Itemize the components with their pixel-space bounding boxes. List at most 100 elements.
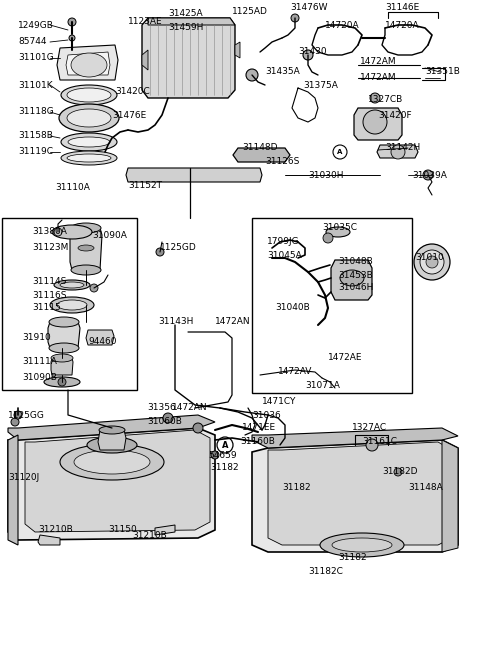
Polygon shape [268, 442, 452, 545]
Text: 31035C: 31035C [322, 223, 357, 233]
Text: 31116S: 31116S [32, 291, 67, 299]
Circle shape [11, 418, 19, 426]
Text: 31160B: 31160B [240, 438, 275, 447]
Text: 94460: 94460 [88, 337, 117, 346]
Bar [252, 218, 412, 393]
Text: 31182D: 31182D [382, 468, 418, 476]
Polygon shape [442, 440, 458, 552]
Circle shape [163, 413, 173, 423]
Ellipse shape [320, 533, 404, 557]
Circle shape [69, 35, 75, 41]
Ellipse shape [57, 300, 87, 310]
Circle shape [414, 244, 450, 280]
Ellipse shape [67, 154, 111, 162]
Text: 31114S: 31114S [32, 278, 66, 286]
Text: 31010: 31010 [415, 253, 444, 263]
Circle shape [391, 145, 405, 159]
Text: 31039A: 31039A [412, 170, 447, 179]
Text: 31119C: 31119C [18, 147, 53, 157]
Text: 1471EE: 1471EE [242, 424, 276, 432]
Circle shape [58, 378, 66, 386]
Text: 1125GG: 1125GG [8, 411, 45, 419]
Text: 31476E: 31476E [112, 111, 146, 119]
Text: 31101G: 31101G [18, 54, 54, 62]
Circle shape [423, 170, 433, 180]
Text: 1472AN: 1472AN [215, 318, 251, 326]
Text: 14720A: 14720A [385, 20, 420, 29]
Polygon shape [142, 50, 148, 70]
Ellipse shape [54, 280, 90, 290]
Text: 31030H: 31030H [308, 170, 344, 179]
Polygon shape [126, 168, 262, 182]
Ellipse shape [60, 444, 164, 480]
Polygon shape [148, 18, 235, 25]
Circle shape [217, 437, 233, 453]
Text: 31126S: 31126S [265, 157, 300, 166]
Text: 1327AC: 1327AC [352, 424, 387, 432]
Text: 31425A: 31425A [168, 10, 203, 18]
Circle shape [68, 18, 76, 26]
Ellipse shape [59, 104, 119, 132]
Ellipse shape [60, 282, 84, 288]
Text: 31148A: 31148A [408, 483, 443, 493]
Text: 31146E: 31146E [385, 3, 419, 12]
Ellipse shape [44, 377, 80, 387]
Polygon shape [86, 330, 114, 345]
Polygon shape [233, 148, 290, 162]
Text: 31111A: 31111A [22, 358, 57, 367]
Text: 31375A: 31375A [303, 81, 338, 90]
Polygon shape [252, 440, 458, 552]
Circle shape [211, 451, 219, 459]
Circle shape [246, 69, 258, 81]
Polygon shape [235, 42, 240, 58]
Text: 31118G: 31118G [18, 107, 54, 117]
Text: 31040B: 31040B [275, 303, 310, 312]
Circle shape [366, 439, 378, 451]
Text: 1472AM: 1472AM [360, 58, 396, 67]
Ellipse shape [61, 85, 117, 105]
Text: 1249GB: 1249GB [18, 20, 54, 29]
Text: 31110A: 31110A [55, 183, 90, 193]
Text: 31161C: 31161C [362, 438, 397, 447]
Text: 31071A: 31071A [305, 381, 340, 390]
Ellipse shape [52, 225, 92, 239]
Text: 31380A: 31380A [32, 227, 67, 236]
Text: 31476W: 31476W [290, 3, 327, 12]
Ellipse shape [61, 151, 117, 165]
Circle shape [426, 256, 438, 268]
Text: 31435A: 31435A [265, 67, 300, 77]
Text: 31143H: 31143H [158, 318, 193, 326]
Text: 31210B: 31210B [132, 531, 167, 540]
Text: 1472AE: 1472AE [328, 354, 362, 362]
Ellipse shape [49, 343, 79, 353]
Polygon shape [8, 415, 215, 440]
Ellipse shape [87, 437, 137, 453]
Text: 1123AE: 1123AE [128, 18, 163, 26]
Ellipse shape [71, 223, 101, 233]
Ellipse shape [51, 354, 73, 362]
Text: 31182: 31182 [210, 464, 239, 472]
Ellipse shape [340, 270, 364, 286]
Text: 31182: 31182 [282, 483, 311, 493]
Ellipse shape [67, 109, 111, 127]
Circle shape [291, 14, 299, 22]
Polygon shape [377, 145, 418, 158]
Ellipse shape [50, 297, 94, 313]
Polygon shape [51, 358, 73, 375]
Polygon shape [57, 45, 118, 80]
Text: 31090A: 31090A [92, 231, 127, 240]
Text: 1471CY: 1471CY [262, 398, 296, 407]
Text: 31120J: 31120J [8, 474, 39, 483]
Text: 14720A: 14720A [325, 20, 360, 29]
Text: A: A [222, 441, 228, 449]
Text: 1472AM: 1472AM [360, 73, 396, 83]
Text: 31045A: 31045A [267, 250, 302, 259]
Circle shape [420, 250, 444, 274]
Text: 31430: 31430 [298, 48, 326, 56]
Text: 31182: 31182 [338, 553, 367, 563]
Text: 1125AD: 1125AD [232, 7, 268, 16]
Circle shape [156, 248, 164, 256]
Ellipse shape [332, 538, 392, 552]
Text: 31158B: 31158B [18, 132, 53, 141]
Text: 31123M: 31123M [32, 244, 68, 252]
